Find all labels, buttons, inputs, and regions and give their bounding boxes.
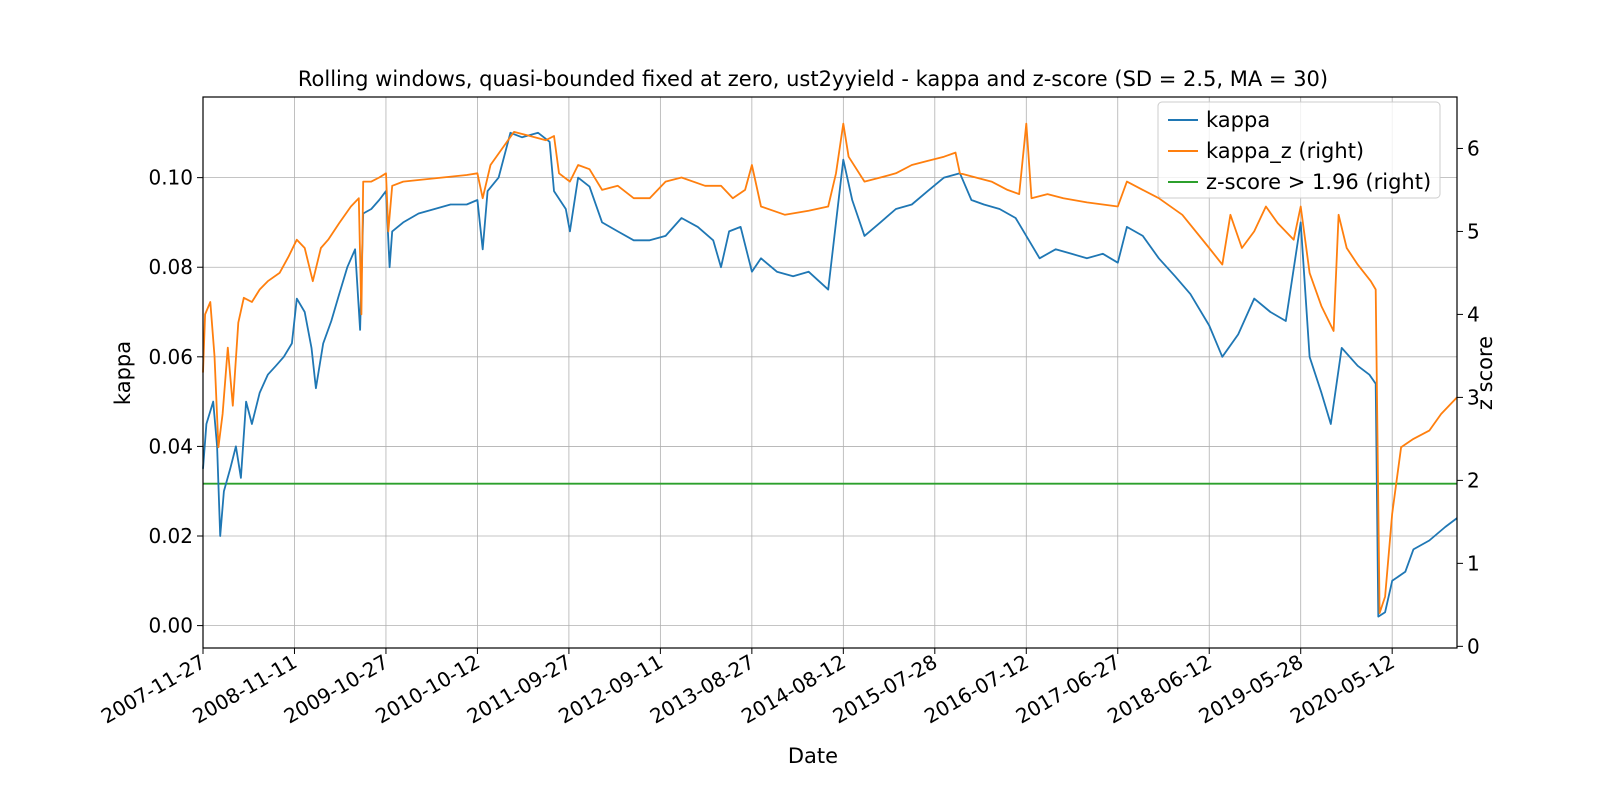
chart-title: Rolling windows, quasi-bounded fixed at … [298, 67, 1328, 91]
legend: kappa kappa_z (right) z-score > 1.96 (ri… [1157, 101, 1441, 199]
series-line-kappa [202, 131, 1458, 618]
y-right-tick-label: 2 [1467, 468, 1480, 492]
y-tick-label: 0.04 [148, 434, 193, 458]
y-right-tick-label: 6 [1467, 136, 1480, 160]
y-right-tick-label: 3 [1467, 385, 1480, 409]
y-axis-left: 0.00 0.02 0.04 0.06 0.08 0.10 [148, 166, 203, 638]
y-right-tick-label: 0 [1467, 634, 1480, 658]
series-layer [202, 122, 1458, 618]
y-axis-label: kappa [111, 341, 135, 405]
x-axis-label: Date [788, 744, 838, 768]
legend-box [1157, 101, 1441, 199]
legend-label-threshold: z-score > 1.96 (right) [1206, 170, 1431, 194]
legend-label-kappa: kappa [1206, 108, 1270, 132]
y-axis-right: 0 1 2 3 4 5 6 [1457, 136, 1480, 658]
y-right-tick-label: 1 [1467, 551, 1480, 575]
y-tick-label: 0.02 [148, 524, 193, 548]
y-tick-label: 0.10 [148, 166, 193, 190]
plot-frame [202, 96, 1458, 649]
y-tick-label: 0.08 [148, 255, 193, 279]
y-right-tick-label: 5 [1467, 219, 1480, 243]
series-line-kappa-z-right [202, 122, 1458, 614]
y-tick-label: 0.06 [148, 345, 193, 369]
legend-label-kappa-z: kappa_z (right) [1206, 139, 1364, 164]
y-right-tick-label: 4 [1467, 302, 1480, 326]
y-tick-label: 0.00 [148, 614, 193, 638]
y-axis-right-label: z score [1473, 336, 1497, 410]
